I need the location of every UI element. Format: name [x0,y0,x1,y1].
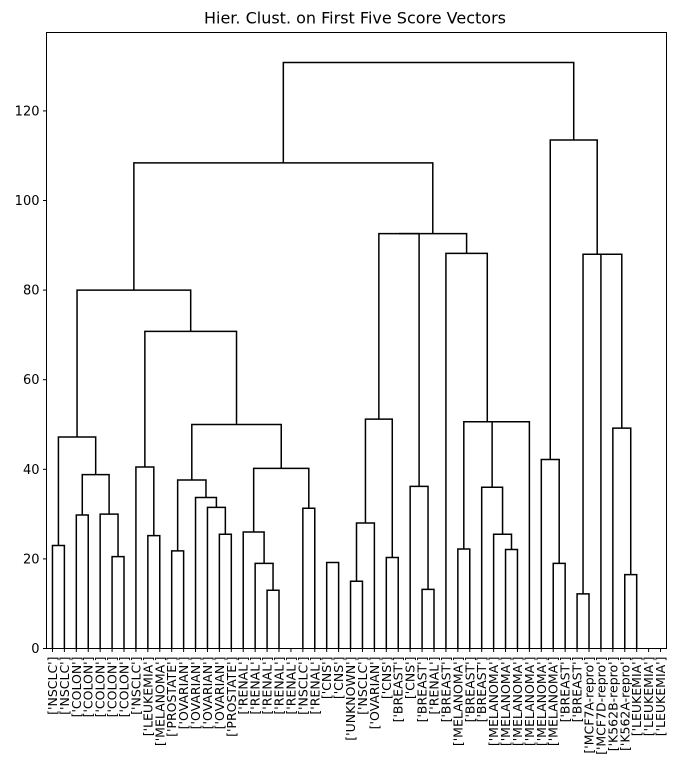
leaf-label: ['RENAL'] [260,657,275,715]
leaf-label: ['CNS'] [379,657,394,700]
y-tick-label: 80 [23,284,40,299]
y-tick-label: 40 [23,463,40,478]
leaf-label: ['NSCLC'] [355,657,370,715]
leaf-label: ['BREAST'] [415,657,430,723]
leaf-label: ['PROSTATE'] [164,657,179,737]
leaf-label: ['MCF7A-repro'] [582,657,597,754]
dendrogram-link [325,561,340,649]
leaf-label: ['COLON'] [93,657,108,718]
leaf-label: ['LEUKEMIA'] [140,657,155,737]
chart-title: Hier. Clust. on First Five Score Vectors [204,9,506,28]
leaf-label: ['OVARIAN'] [367,657,382,730]
leaf-label: ['RENAL'] [283,657,298,715]
leaf-label: ['BREAST'] [462,657,477,723]
leaf-label: ['OVARIAN'] [212,657,227,730]
y-tick-label: 120 [15,104,40,119]
y-tick-label: 60 [23,373,40,388]
leaf-label: ['MELANOMA'] [546,657,561,747]
leaf-label: ['NSCLC'] [295,657,310,715]
dendrogram-link [463,421,511,550]
leaf-label: ['PROSTATE'] [224,657,239,737]
leaf-label: ['MELANOMA'] [510,657,525,747]
leaf-label: ['COLON'] [105,657,120,718]
leaf-label: ['K562A-repro'] [617,657,632,751]
leaf-label: ['LEUKEMIA'] [653,657,668,737]
leaf-label: ['MCF7D-repro'] [593,657,608,755]
x-axis: ['NSCLC']['NSCLC']['COLON']['COLON']['CO… [45,648,668,755]
leaf-label: ['OVARIAN'] [176,657,191,730]
leaf-label: ['MELANOMA'] [522,657,537,747]
leaf-label: ['COLON'] [117,657,132,718]
y-tick-label: 100 [15,194,40,209]
leaf-label: ['NSCLC'] [57,657,72,715]
leaf-label: ['OVARIAN'] [200,657,215,730]
leaf-label: ['BREAST'] [570,657,585,723]
dendrogram-link [398,232,468,254]
leaf-label: ['BREAST'] [558,657,573,723]
leaf-label: ['RENAL'] [307,657,322,715]
axes-frame [46,32,667,649]
leaf-label: ['CNS'] [331,657,346,700]
leaf-label: ['MELANOMA'] [486,657,501,747]
leaf-label: ['RENAL'] [236,657,251,715]
leaf-label: ['OVARIAN'] [188,657,203,730]
leaf-label: ['COLON'] [69,657,84,718]
plot-area [51,61,638,649]
leaf-label: ['LEUKEMIA'] [641,657,656,737]
y-axis: 0 20 40 60 80 100 120 [15,104,47,657]
leaf-label: ['K562B-repro'] [605,657,620,752]
leaf-label: ['NSCLC'] [45,657,60,715]
dendrogram-link [582,253,612,594]
y-tick-label: 0 [31,642,39,657]
leaf-label: ['CNS'] [319,657,334,700]
leaf-label: ['NSCLC'] [128,657,143,715]
leaf-label: ['CNS'] [403,657,418,700]
leaf-label: ['RENAL'] [272,657,287,715]
leaf-label: ['MELANOMA'] [450,657,465,747]
leaf-label: ['UNKNOWN'] [343,657,358,741]
leaf-label: ['BREAST'] [391,657,406,723]
leaf-label: ['COLON'] [81,657,96,718]
leaf-label: ['RENAL'] [427,657,442,715]
leaf-label: ['MELANOMA'] [152,657,167,747]
leaf-label: ['MELANOMA'] [534,657,549,747]
leaf-label: ['BREAST'] [438,657,453,723]
y-tick-label: 20 [23,552,40,567]
leaf-label: ['BREAST'] [474,657,489,723]
dendrogram-link [491,421,531,649]
leaf-label: ['RENAL'] [248,657,263,715]
leaf-label: ['MELANOMA'] [498,657,513,747]
dendrogram-link [282,61,575,163]
leaf-label: ['LEUKEMIA'] [629,657,644,737]
